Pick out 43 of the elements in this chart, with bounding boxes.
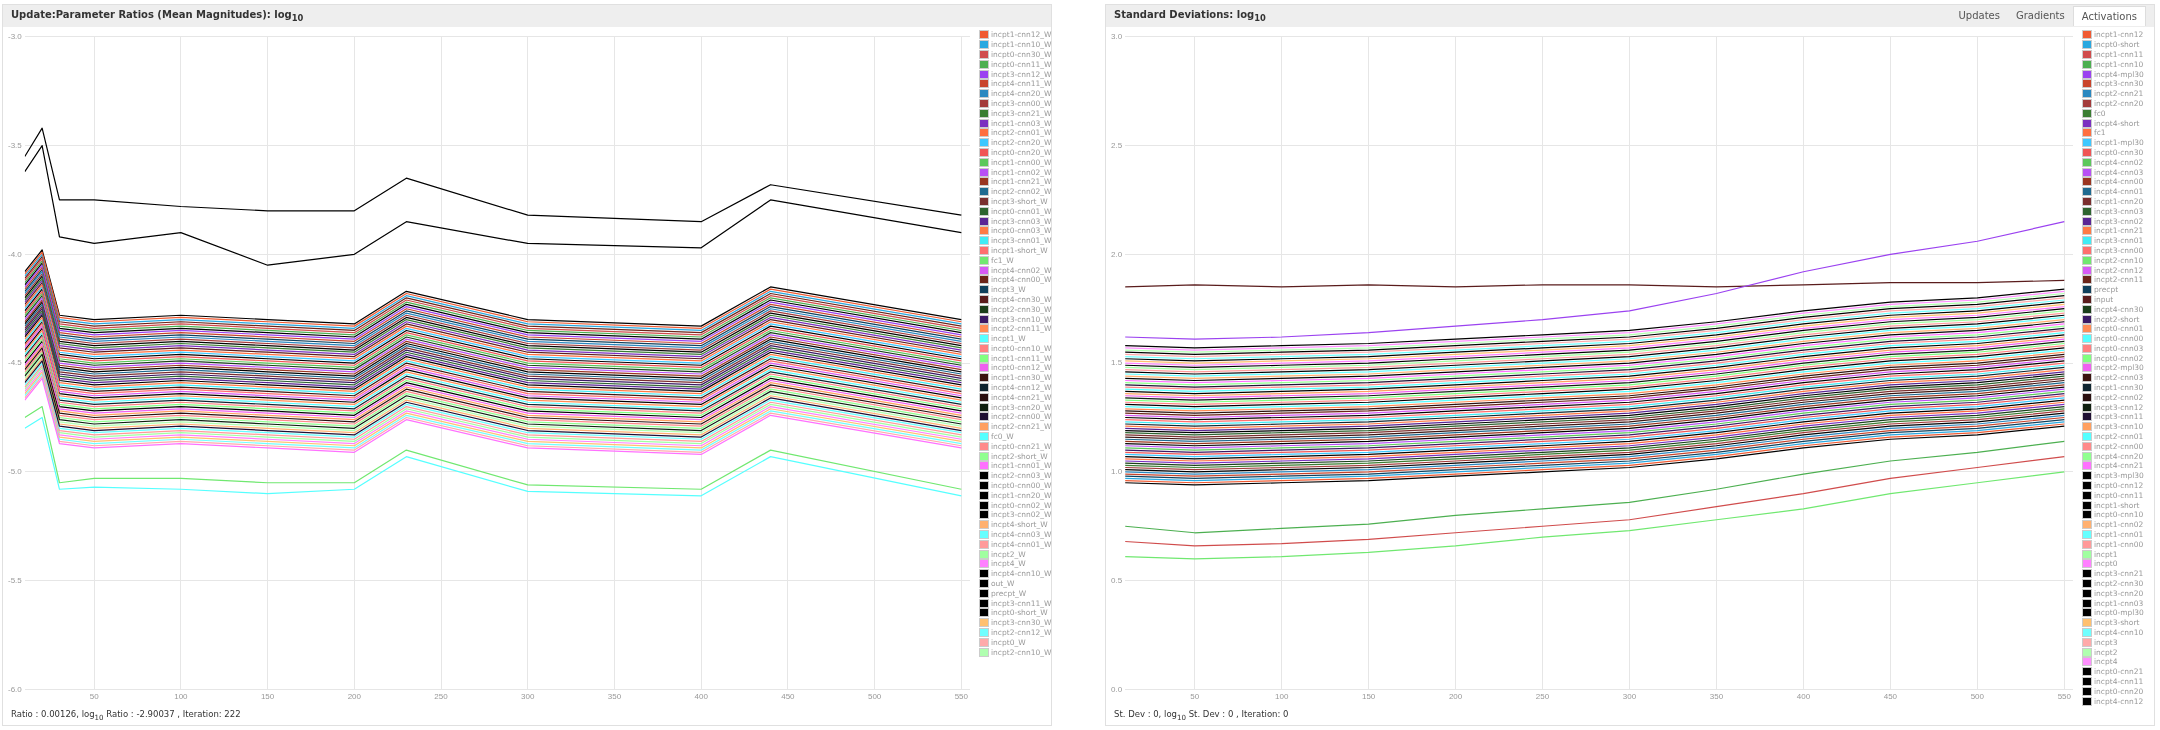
y-tick-label: -5.0 [7,467,23,477]
x-tick-label: 450 [781,692,796,702]
text: Ratio : 0.00126, log$_{10}$ Ratio : -2.90037 , Iteration: 222 [11,709,241,722]
y-tick-label: 0.5 [1111,575,1123,585]
y-tick-label: 1.5 [1111,358,1123,368]
x-tick-label: 200 [1448,692,1463,702]
y-tick-label: -6.0 [7,684,23,694]
x-tick-label: 450 [1883,692,1898,702]
text: Activations [2072,6,2146,26]
x-tick-label: 250 [434,692,449,702]
text: Updates [1957,9,2001,23]
x-tick-label: 400 [694,692,709,702]
x-tick-label: 350 [607,692,622,702]
x-tick-label: 350 [1709,692,1724,702]
text: St. Dev : 0, log$_{10}$ St. Dev : 0 , Iteration: 0 [1114,709,1289,722]
chart-title: Standard Deviations: log$_{10}$ [1114,9,1266,23]
x-tick-label: 250 [1535,692,1550,702]
y-tick-label: 2.5 [1111,140,1123,150]
x-tick-label: 100 [174,692,189,702]
x-tick-label: 50 [1190,692,1200,702]
x-tick-label: 550 [2057,692,2072,702]
y-tick-label: 1.0 [1111,467,1123,477]
y-tick-label: 2.0 [1111,249,1123,259]
y-tick-label: -3.0 [7,32,23,41]
y-tick-label: 3.0 [1111,32,1123,41]
text: Gradients [2014,9,2066,23]
x-tick-label: 150 [260,692,275,702]
x-tick-label: 500 [1970,692,1985,702]
y-tick-label: -4.0 [7,249,23,259]
y-tick-label: -4.5 [7,358,23,368]
x-tick-label: 200 [347,692,362,702]
y-tick-label: -5.5 [7,575,23,585]
y-tick-label: 0.0 [1111,684,1123,694]
x-tick-label: 150 [1361,692,1376,702]
chart-title: Update:Parameter Ratios (Mean Magnitudes): log$_{10}$ [11,9,304,23]
x-tick-label: 550 [954,692,969,702]
x-tick-label: 300 [1622,692,1637,702]
x-tick-label: 100 [1274,692,1289,702]
x-tick-label: 300 [521,692,535,702]
x-tick-label: 400 [1796,692,1811,702]
y-tick-label: -3.5 [7,140,23,150]
x-tick-label: 500 [867,692,882,702]
x-tick-label: 50 [89,692,100,702]
